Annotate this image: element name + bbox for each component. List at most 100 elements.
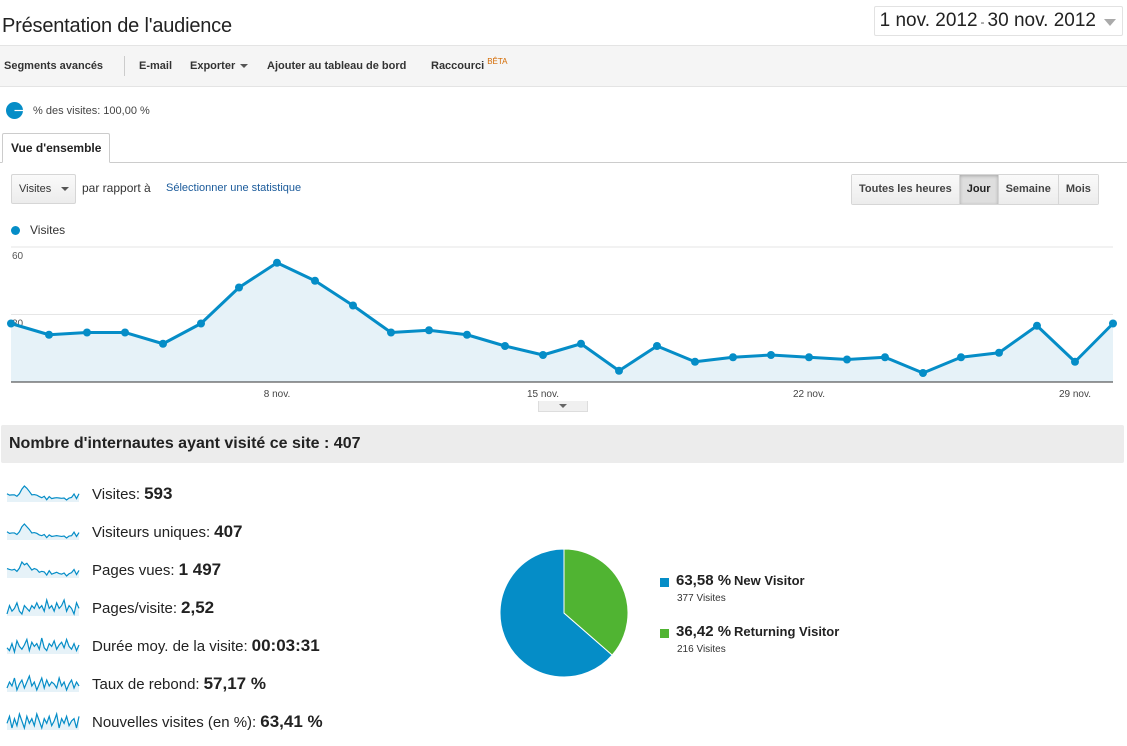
x-tick-label: 22 nov. [793, 389, 825, 400]
data-point[interactable] [539, 351, 547, 359]
granularity-month-button[interactable]: Mois [1057, 175, 1098, 204]
metric-select[interactable]: Visites [11, 174, 76, 204]
metric-row: Taux de rebond: 57,17 % [6, 670, 446, 696]
metric-value: 63,41 % [260, 712, 323, 731]
granularity-day-button[interactable]: Jour [958, 175, 998, 204]
sparkline-chart[interactable] [6, 670, 81, 694]
new-visitor-percent-value: 63,58 % [676, 572, 732, 589]
data-point[interactable] [653, 342, 661, 350]
metric-name: Durée moy. de la visite: [92, 638, 248, 655]
data-point[interactable] [311, 276, 319, 285]
data-point[interactable] [387, 328, 395, 337]
new-visitor-label: New Visitor [734, 573, 805, 588]
chart-collapse-toggle[interactable] [538, 401, 588, 412]
shortcut-button[interactable]: Raccourci BÊTA [431, 57, 508, 72]
x-tick-label: 8 nov. [264, 389, 291, 400]
add-to-dashboard-button[interactable]: Ajouter au tableau de bord [267, 60, 407, 72]
email-button[interactable]: E-mail [139, 60, 173, 72]
legend-label: Visites [30, 223, 66, 237]
shortcut-label: Raccourci [431, 60, 485, 72]
data-point[interactable] [235, 283, 243, 292]
data-point[interactable] [957, 353, 965, 362]
metric-label: Pages vues: 1 497 [92, 560, 221, 580]
data-point[interactable] [881, 353, 889, 362]
data-point[interactable] [45, 330, 53, 339]
metric-row: Pages/visite: 2,52 [6, 594, 446, 620]
date-separator: - [980, 15, 985, 29]
data-point[interactable] [805, 353, 813, 362]
granularity-week-button[interactable]: Semaine [997, 175, 1058, 204]
data-point[interactable] [7, 319, 15, 328]
metric-value: 57,17 % [203, 674, 266, 693]
legend-dot-icon [11, 226, 20, 235]
sparkline-line [6, 637, 80, 655]
data-point[interactable] [577, 339, 585, 348]
returning-visitor-percent: 36,42 % Returning Visitor [676, 623, 839, 640]
metric-select-value: Visites [19, 183, 52, 195]
metric-label: Durée moy. de la visite: 00:03:31 [92, 636, 320, 656]
x-tick-label: 15 nov. [527, 389, 559, 400]
page-title: Présentation de l'audience [2, 15, 232, 37]
data-point[interactable] [501, 342, 509, 350]
toolbar-divider [124, 56, 125, 76]
series-area [11, 262, 1113, 382]
sparkline-area [7, 638, 79, 654]
pie-slice-returning-visitor[interactable] [563, 548, 629, 656]
granularity-hourly-button[interactable]: Toutes les heures [852, 175, 959, 204]
sparkline-line [6, 523, 80, 539]
compare-label: par rapport à [82, 181, 151, 195]
caret-down-icon [240, 64, 249, 69]
data-point[interactable] [349, 301, 357, 310]
returning-visitor-percent-value: 36,42 % [676, 623, 732, 640]
data-point[interactable] [159, 339, 167, 348]
x-tick-label: 29 nov. [1059, 389, 1091, 400]
export-label: Exporter [190, 60, 236, 72]
legend-swatch-icon [660, 629, 669, 638]
metric-row: Visites: 593 [6, 480, 446, 506]
data-point[interactable] [1109, 319, 1117, 328]
data-point[interactable] [197, 319, 205, 328]
data-point[interactable] [767, 351, 775, 359]
data-point[interactable] [843, 355, 851, 364]
pie-legend-new-visitor: 63,58 % New Visitor 377 Visites [660, 572, 960, 606]
metric-name: Visiteurs uniques: [92, 524, 211, 541]
data-point[interactable] [121, 328, 129, 337]
data-point[interactable] [729, 353, 737, 362]
legend-swatch-icon [660, 578, 669, 587]
data-point[interactable] [273, 258, 281, 267]
metric-name: Visites: [92, 486, 141, 503]
metric-name: Taux de rebond: [92, 676, 200, 693]
sparkline-chart[interactable] [6, 480, 81, 504]
select-metric-link[interactable]: Sélectionner une statistique [166, 182, 302, 194]
new-visitor-percent: 63,58 % New Visitor [676, 572, 805, 589]
data-point[interactable] [1033, 321, 1041, 330]
date-range-picker[interactable]: 1 nov. 2012-30 nov. 2012 [873, 6, 1123, 36]
sparkline-line [6, 597, 80, 616]
data-point[interactable] [425, 326, 433, 335]
data-point[interactable] [995, 348, 1003, 357]
data-point[interactable] [463, 330, 471, 339]
metric-value: 407 [214, 522, 243, 541]
sparkline-chart[interactable] [6, 708, 81, 732]
data-point[interactable] [691, 357, 699, 366]
sparkline-chart[interactable] [6, 518, 81, 542]
metric-label: Pages/visite: 2,52 [92, 598, 214, 618]
metric-name: Pages/visite: [92, 600, 178, 617]
advanced-segments-button[interactable]: Segments avancés [4, 60, 104, 72]
segment-label: % des visites: 100,00 % [33, 105, 150, 117]
data-point[interactable] [1071, 357, 1079, 366]
metric-label: Visiteurs uniques: 407 [92, 522, 243, 542]
sparkline-chart[interactable] [6, 632, 81, 656]
data-point[interactable] [919, 369, 927, 377]
sparkline-chart[interactable] [6, 556, 81, 580]
pie-slice-new-visitor[interactable] [499, 548, 613, 678]
export-button[interactable]: Exporter [190, 60, 249, 72]
data-point[interactable] [615, 366, 623, 375]
data-point[interactable] [83, 328, 91, 337]
tab-overview[interactable]: Vue d'ensemble [2, 133, 111, 163]
chevron-down-icon [61, 187, 69, 191]
metric-value: 2,52 [181, 598, 215, 617]
metric-value: 00:03:31 [251, 636, 320, 655]
sparkline-chart[interactable] [6, 594, 81, 618]
